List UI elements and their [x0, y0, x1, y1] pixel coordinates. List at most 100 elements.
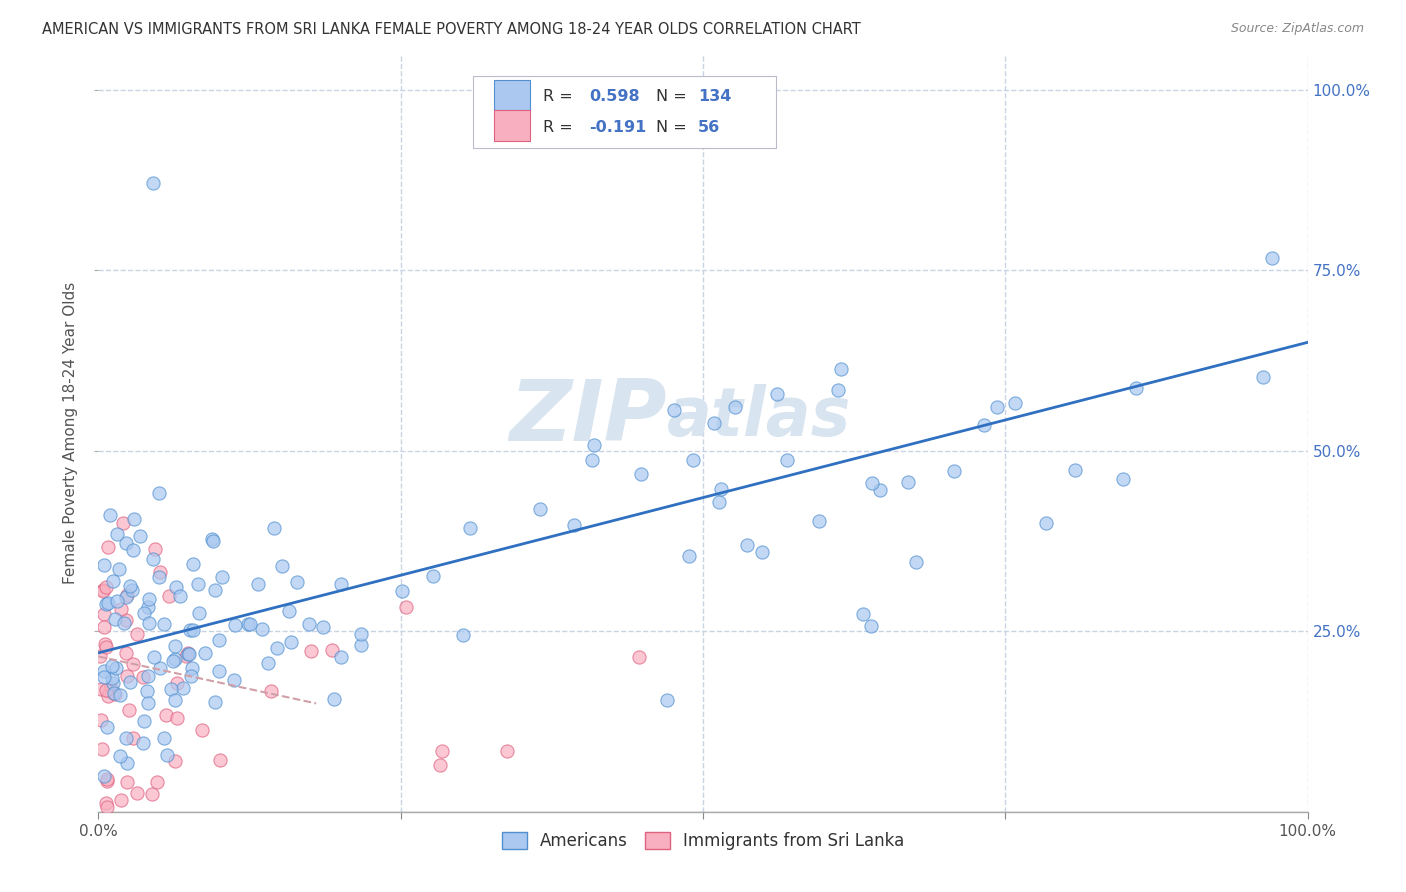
Point	[183, 558, 205, 572]
Point	[149, 565, 172, 579]
Point	[236, 616, 259, 631]
Point	[96, 580, 118, 594]
Point	[112, 616, 135, 631]
Point	[93, 558, 115, 573]
Point	[110, 602, 132, 616]
Point	[180, 669, 202, 683]
Text: AMERICAN VS IMMIGRANTS FROM SRI LANKA FEMALE POVERTY AMONG 18-24 YEAR OLDS CORRE: AMERICAN VS IMMIGRANTS FROM SRI LANKA FE…	[42, 22, 860, 37]
Point	[904, 555, 927, 569]
Point	[1251, 369, 1274, 384]
Point	[160, 681, 183, 696]
Text: R =: R =	[543, 120, 574, 135]
Point	[430, 743, 453, 757]
Point	[136, 600, 159, 615]
Point	[422, 568, 444, 582]
Point	[208, 632, 231, 647]
Point	[1125, 381, 1147, 395]
Point	[114, 731, 136, 745]
Point	[134, 607, 156, 621]
Point	[96, 774, 118, 789]
Point	[105, 661, 128, 675]
Point	[96, 772, 118, 787]
Point	[224, 618, 246, 632]
Point	[94, 640, 117, 655]
Point	[132, 670, 155, 684]
Point	[458, 521, 481, 535]
Point	[394, 600, 416, 615]
Point	[132, 736, 155, 750]
Point	[165, 580, 187, 594]
Point	[860, 476, 883, 491]
Point	[260, 683, 283, 698]
Point	[208, 664, 231, 678]
Point	[93, 664, 115, 678]
Point	[153, 616, 176, 631]
Point	[118, 674, 141, 689]
Point	[627, 649, 650, 664]
Point	[89, 649, 111, 664]
Point	[1064, 463, 1087, 477]
Point	[312, 620, 335, 634]
Point	[582, 438, 605, 452]
Point	[112, 516, 135, 530]
Point	[329, 576, 352, 591]
Point	[108, 749, 131, 764]
Point	[121, 657, 143, 672]
Point	[204, 695, 226, 709]
Point	[141, 787, 163, 801]
Text: N =: N =	[655, 120, 686, 135]
Point	[138, 591, 160, 606]
Point	[101, 671, 124, 685]
Point	[496, 744, 519, 758]
Text: Source: ZipAtlas.com: Source: ZipAtlas.com	[1230, 22, 1364, 36]
Point	[120, 578, 142, 592]
Point	[162, 654, 184, 668]
Point	[257, 656, 280, 670]
Point	[852, 607, 875, 621]
Point	[703, 416, 725, 430]
Point	[209, 753, 232, 767]
Point	[194, 646, 217, 660]
Point	[90, 682, 112, 697]
Point	[897, 475, 920, 489]
Point	[163, 692, 186, 706]
Point	[709, 495, 731, 509]
Point	[391, 584, 413, 599]
Point	[96, 683, 118, 698]
Point	[177, 647, 200, 661]
Point	[149, 660, 172, 674]
Text: 0.598: 0.598	[589, 89, 640, 104]
Point	[299, 644, 322, 658]
Point	[148, 570, 170, 584]
Point	[204, 583, 226, 598]
Point	[177, 646, 200, 660]
Point	[630, 467, 652, 482]
Point	[105, 594, 128, 608]
Point	[350, 638, 373, 652]
Point	[181, 623, 204, 637]
Point	[187, 576, 209, 591]
Point	[101, 676, 124, 690]
Point	[145, 542, 167, 557]
Point	[682, 452, 704, 467]
Point	[115, 588, 138, 602]
Point	[115, 591, 138, 605]
Point	[973, 418, 995, 433]
Point	[136, 697, 159, 711]
Point	[529, 502, 551, 516]
Point	[165, 652, 187, 666]
Point	[94, 637, 117, 651]
Point	[201, 532, 224, 546]
Text: N =: N =	[655, 89, 686, 104]
Point	[115, 613, 138, 627]
Point	[830, 362, 852, 376]
Point	[117, 775, 139, 789]
Point	[1004, 396, 1026, 410]
Point	[93, 607, 115, 622]
Text: ZIP: ZIP	[509, 376, 666, 459]
Point	[664, 403, 686, 417]
Point	[280, 634, 302, 648]
Point	[250, 622, 273, 636]
Point	[118, 703, 141, 717]
Text: 134: 134	[699, 89, 731, 104]
